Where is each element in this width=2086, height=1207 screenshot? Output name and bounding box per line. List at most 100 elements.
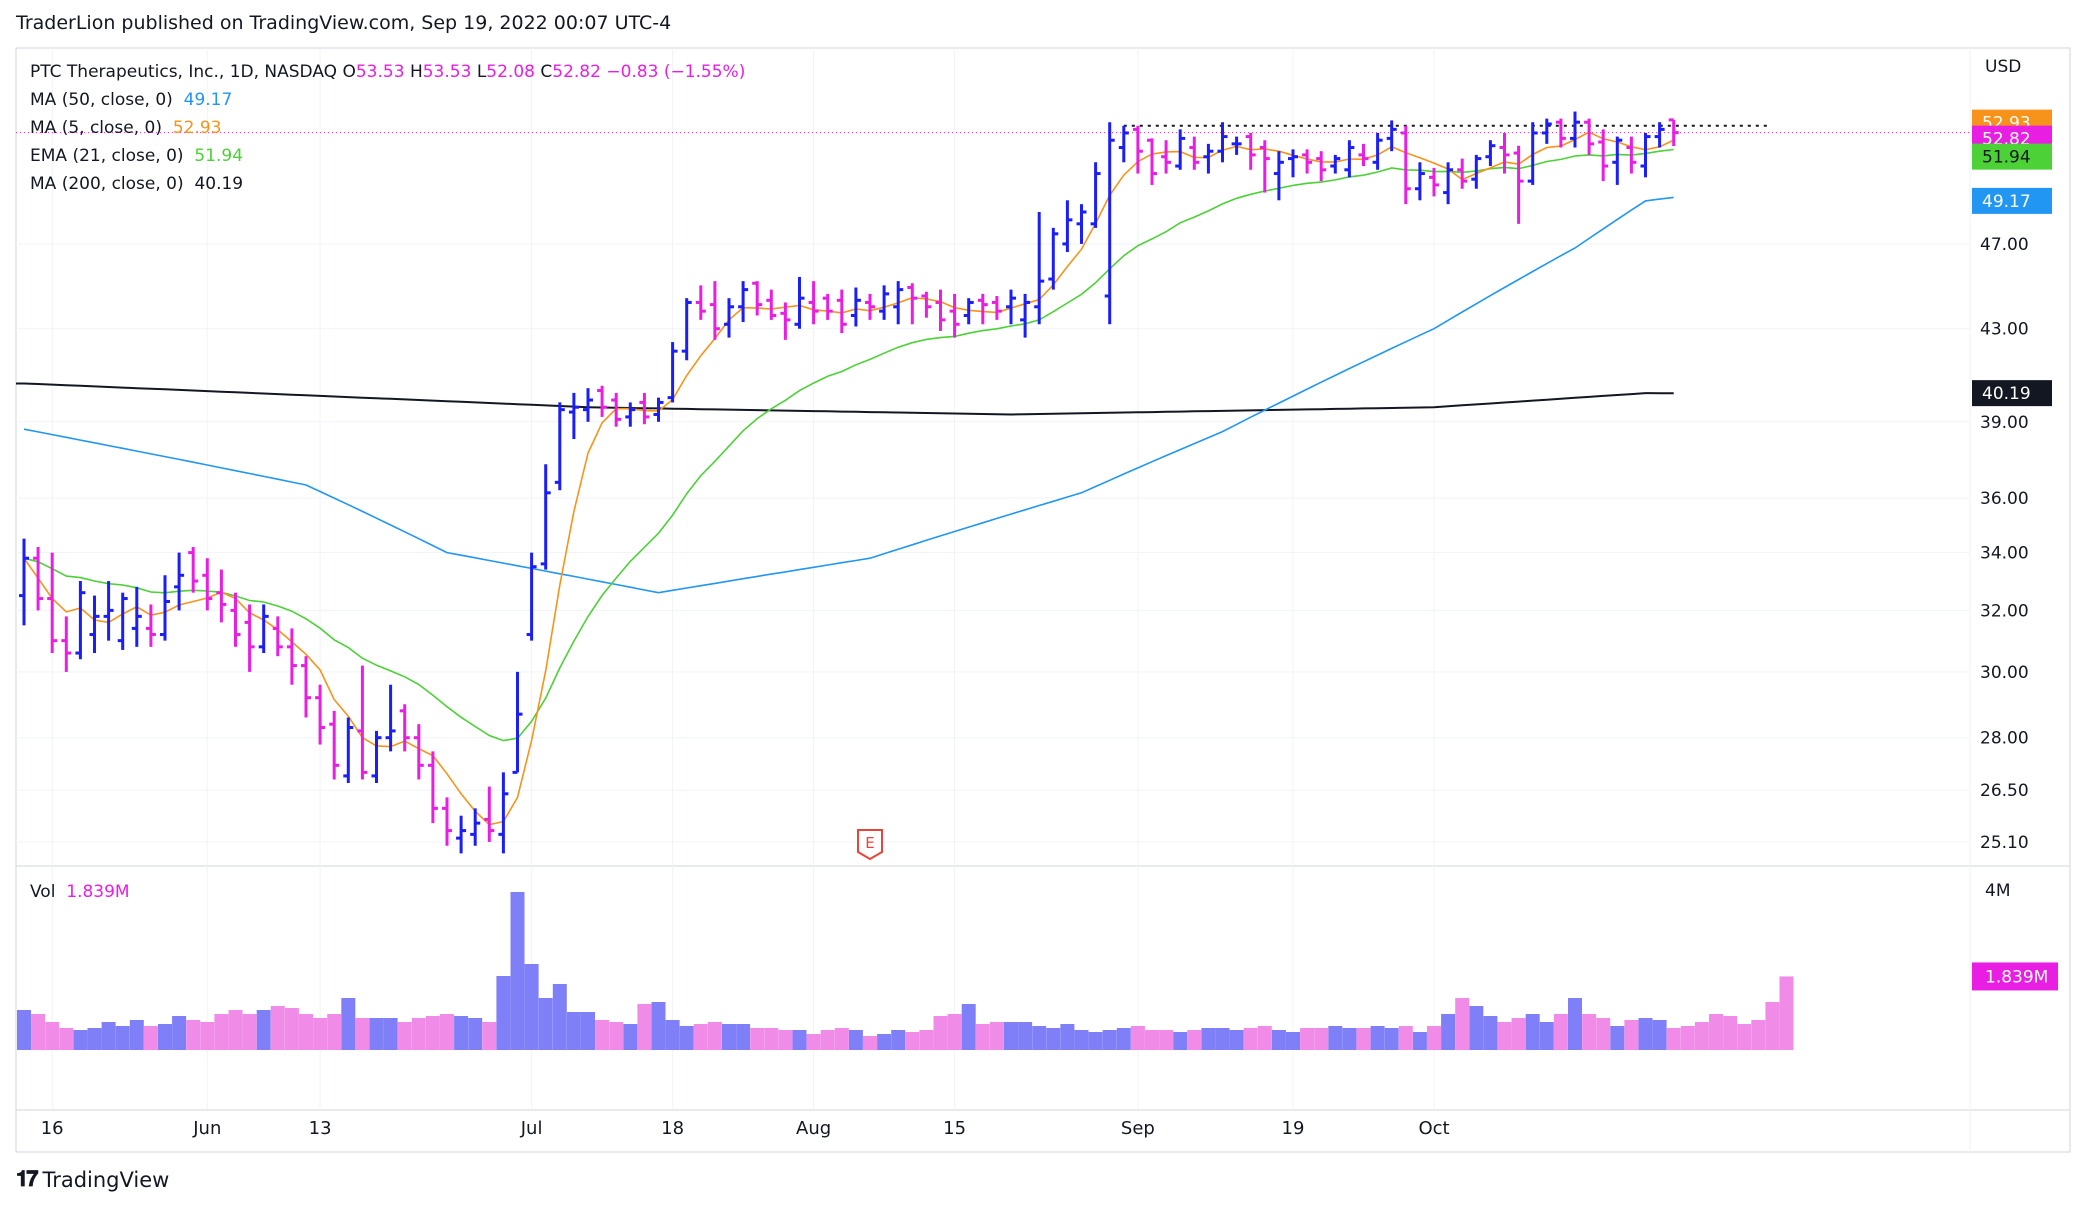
- indicator-ma200[interactable]: MA (200, close, 0) 40.19: [30, 174, 244, 194]
- tradingview-logo[interactable]: 𝟏𝟕 TradingView: [16, 1167, 169, 1192]
- volume-bar: [1412, 1032, 1427, 1050]
- ohlc-bar: [216, 569, 227, 623]
- ohlc-bar: [568, 392, 579, 440]
- ohlc-bar: [371, 730, 382, 784]
- ohlc-bar: [75, 581, 86, 660]
- volume-bar: [891, 1030, 906, 1050]
- ohlc-bar: [1020, 293, 1031, 338]
- volume-bar: [1582, 1014, 1597, 1050]
- volume-bar: [1709, 1014, 1723, 1050]
- ohlc-bar: [540, 464, 551, 570]
- price-label-bg: [1972, 187, 2052, 214]
- ohlc-bar: [611, 392, 622, 427]
- volume-bar: [228, 1010, 243, 1050]
- price-tick-label: 39.00: [1980, 413, 2029, 433]
- volume-bar: [863, 1036, 877, 1050]
- ma200-line: [16, 382, 1674, 416]
- time-tick-label: 15: [943, 1118, 966, 1139]
- price-label: 49.17: [1972, 187, 2052, 214]
- ohlc-bar: [89, 595, 100, 654]
- time-tick-label: Oct: [1418, 1118, 1449, 1139]
- ohlc-bar: [1584, 118, 1595, 155]
- volume-bar: [87, 1028, 102, 1050]
- time-tick-label: 13: [309, 1118, 332, 1139]
- indicator-ma50[interactable]: MA (50, close, 0) 49.17: [30, 90, 233, 110]
- indicator-ma5[interactable]: MA (5, close, 0) 52.93: [30, 118, 222, 138]
- volume-bar: [1539, 1022, 1554, 1050]
- ohlc-bar: [343, 717, 354, 784]
- ohlc-bar: [1358, 143, 1369, 167]
- ohlc-bar: [399, 704, 410, 752]
- ohlc-bar: [1231, 136, 1242, 155]
- ohlc-bar: [413, 724, 424, 780]
- ohlc-bar: [1076, 204, 1087, 244]
- symbol-row: PTC Therapeutics, Inc., 1D, NASDAQ O53.5…: [30, 58, 745, 86]
- volume-bar: [665, 1020, 680, 1050]
- ohlc-bar: [470, 808, 481, 846]
- volume-value-label: 1.839M: [1972, 962, 2058, 991]
- price-tick-label: 36.00: [1980, 489, 2029, 509]
- price-label-text: 49.17: [1982, 192, 2031, 212]
- ohlc-bar: [1161, 140, 1172, 174]
- volume-bar: [609, 1022, 624, 1050]
- ohlc-bar: [145, 604, 156, 647]
- ohlc-bar: [385, 684, 396, 752]
- ohlc-bar: [244, 604, 255, 672]
- ohlc-bar: [1217, 122, 1228, 163]
- volume-bar: [355, 1018, 370, 1050]
- volume-legend[interactable]: Vol 1.839M: [30, 882, 130, 902]
- indicator-ema21[interactable]: EMA (21, close, 0) 51.94: [30, 146, 244, 166]
- ohlc-bar: [230, 592, 241, 647]
- volume-bar: [1737, 1024, 1752, 1050]
- ohlc-bar: [681, 298, 692, 361]
- open-value: 53.53: [355, 62, 405, 82]
- ohlc-bar: [1147, 138, 1157, 185]
- volume-bar: [270, 1006, 285, 1050]
- ema21-line: [23, 148, 1674, 742]
- volume-bar: [45, 1022, 60, 1050]
- volume-bar: [834, 1028, 849, 1050]
- time-tick-label: 16: [41, 1118, 64, 1139]
- volume-label: Vol: [30, 882, 56, 902]
- ohlc-bar: [1330, 154, 1341, 174]
- volume-bar: [454, 1016, 469, 1050]
- ohlc-bar: [977, 293, 988, 325]
- volume-bar: [679, 1026, 694, 1050]
- volume-bar: [947, 1014, 962, 1050]
- volume-bar: [1286, 1032, 1300, 1050]
- volume-bar: [581, 1012, 595, 1050]
- volume-bar: [1398, 1026, 1413, 1050]
- volume-bar: [764, 1028, 779, 1050]
- volume-bar: [186, 1020, 201, 1050]
- volume-tick-label: 4M: [1985, 881, 2010, 901]
- ohlc-bar: [907, 283, 918, 325]
- volume-bar: [566, 1012, 581, 1050]
- ohlc-bar: [724, 298, 734, 338]
- volume-bar: [1596, 1018, 1611, 1050]
- volume-bar: [1229, 1030, 1244, 1050]
- volume-value: 1.839M: [66, 882, 130, 902]
- ohlc-bar: [286, 628, 297, 685]
- volume-bar: [1441, 1014, 1456, 1050]
- volume-bar: [651, 1002, 666, 1050]
- ohlc-bar: [583, 388, 593, 422]
- earnings-label: E: [865, 834, 874, 852]
- volume-bars: [17, 892, 1794, 1050]
- volume-bar: [59, 1028, 74, 1050]
- volume-bar: [637, 1004, 652, 1050]
- ohlc-bar: [427, 751, 438, 824]
- ohlc-bar: [1457, 158, 1468, 189]
- volume-bar: [1130, 1026, 1145, 1050]
- volume-bar: [1723, 1016, 1738, 1050]
- volume-bar: [707, 1022, 722, 1050]
- volume-bar: [369, 1018, 384, 1050]
- grid: [15, 47, 2071, 1153]
- ohlc-bar: [1626, 136, 1637, 174]
- ohlc-bar: [554, 402, 565, 491]
- price-label-bg: [1972, 380, 2052, 407]
- ohlc-bar: [160, 575, 170, 641]
- volume-bar: [200, 1022, 215, 1050]
- ohlc-bar: [780, 302, 791, 340]
